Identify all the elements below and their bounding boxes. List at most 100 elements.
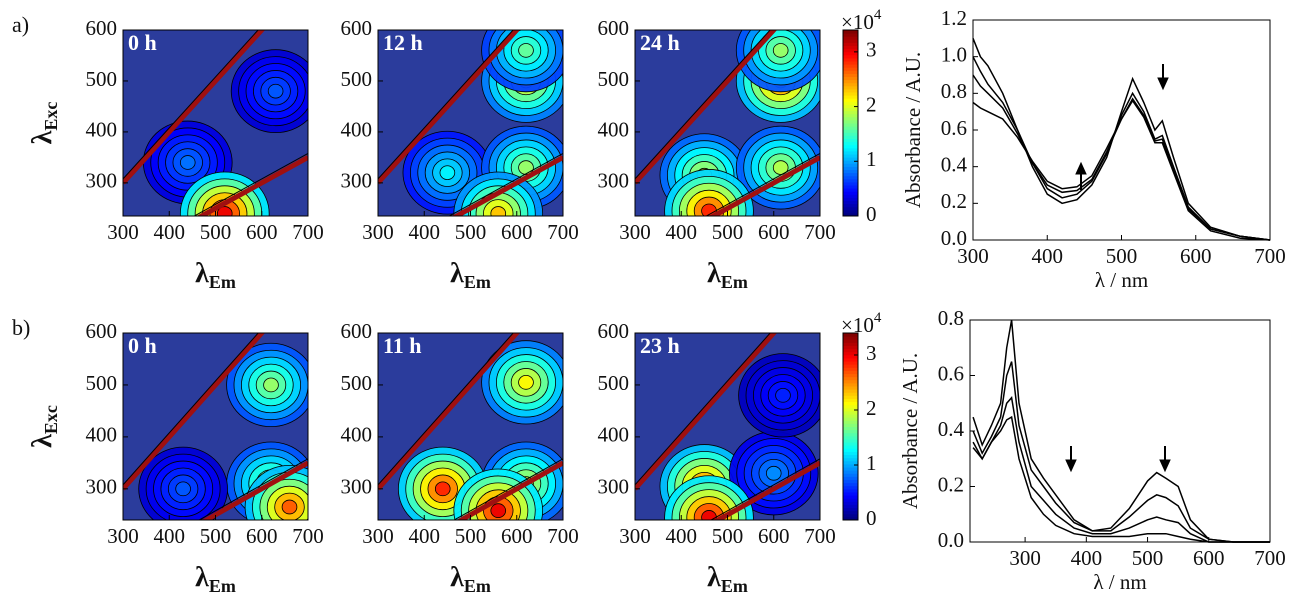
spectrum-line xyxy=(972,38,1271,241)
colorbar-step xyxy=(843,404,858,409)
x-axis-label: λ / nm xyxy=(1093,570,1146,594)
panel-time: 0 h xyxy=(128,30,157,55)
x-tick-label: 600 xyxy=(1193,546,1225,570)
x-tick-label: 400 xyxy=(1032,244,1064,268)
colorbar-step xyxy=(843,70,858,74)
y-tick-label: 600 xyxy=(86,16,118,40)
colorbar-step xyxy=(843,429,858,434)
colorbar-step xyxy=(843,498,858,502)
colorbar-step xyxy=(843,501,858,505)
y-tick-label: 500 xyxy=(86,371,118,395)
colorbar-step xyxy=(843,157,858,161)
x-tick-label: 500 xyxy=(712,220,744,244)
x-tick-label: 300 xyxy=(1009,546,1041,570)
colorbar-step xyxy=(843,401,858,406)
colorbar-step xyxy=(843,197,858,201)
spectrum-line xyxy=(972,56,1271,241)
colorbar-step xyxy=(843,36,858,40)
scatter-line xyxy=(378,30,521,185)
colorbar-step xyxy=(843,135,858,139)
scatter-line xyxy=(635,333,771,486)
colorbar-step xyxy=(843,126,858,130)
colorbar-step xyxy=(843,495,858,499)
panel-label: b) xyxy=(12,315,30,340)
scatter-line xyxy=(123,30,259,180)
scatter-line xyxy=(451,155,563,216)
contour-level xyxy=(701,510,717,520)
colorbar-step xyxy=(843,64,858,68)
x-tick-label: 700 xyxy=(1254,546,1286,570)
colorbar-step xyxy=(843,479,858,484)
x-axis-label: λEm xyxy=(450,258,491,292)
colorbar-step xyxy=(843,33,858,37)
colorbar-step xyxy=(843,454,858,459)
colorbar-step xyxy=(843,426,858,431)
x-tick-label: 700 xyxy=(547,220,579,244)
colorbar-tick-label: 0 xyxy=(866,506,877,530)
colorbar-step xyxy=(843,113,858,118)
colorbar-step xyxy=(843,392,858,396)
contour-level xyxy=(439,165,456,180)
x-tick-label: 600 xyxy=(1180,244,1212,268)
colorbar-step xyxy=(843,342,858,346)
colorbar-step xyxy=(843,467,858,471)
x-tick-label: 400 xyxy=(666,524,698,548)
y-tick-label: 0.8 xyxy=(938,306,964,330)
scatter-line xyxy=(198,458,308,520)
colorbar-step xyxy=(843,513,858,518)
y-tick-label: 0.4 xyxy=(941,152,968,176)
scatter-line xyxy=(123,30,266,185)
scatter-line xyxy=(705,152,820,216)
x-tick-label: 500 xyxy=(455,220,487,244)
colorbar-step xyxy=(843,154,858,158)
contour-level xyxy=(281,499,298,515)
colorbar-step xyxy=(843,107,858,112)
contour-plot xyxy=(123,30,308,216)
y-tick-label: 400 xyxy=(598,118,630,142)
y-tick-label: 0.2 xyxy=(938,472,964,496)
colorbar-step xyxy=(843,160,858,164)
colorbar-step xyxy=(843,191,858,195)
colorbar-step xyxy=(843,194,858,198)
y-tick-label: 0.2 xyxy=(941,189,967,213)
y-axis-label: Absorbance / A.U. xyxy=(901,52,925,208)
x-tick-label: 300 xyxy=(107,220,139,244)
y-tick-label: 1.2 xyxy=(941,6,967,30)
colorbar-step xyxy=(843,395,858,399)
colorbar-step xyxy=(843,361,858,365)
x-axis-label: λEm xyxy=(450,562,491,596)
scatter-line xyxy=(123,333,266,491)
x-axis-label: λEm xyxy=(195,258,236,292)
y-tick-label: 0.4 xyxy=(938,417,965,441)
scatter-line xyxy=(193,152,308,216)
panel-time: 0 h xyxy=(128,333,157,358)
colorbar-step xyxy=(843,414,858,418)
panel-time: 11 h xyxy=(383,333,422,358)
colorbar-step xyxy=(843,92,858,96)
x-tick-label: 400 xyxy=(1071,546,1103,570)
x-tick-label: 500 xyxy=(712,524,744,548)
colorbar-step xyxy=(843,144,858,149)
colorbar-step xyxy=(843,457,858,462)
spectrum-line xyxy=(972,361,1270,543)
x-tick-label: 700 xyxy=(292,524,324,548)
colorbar-multiplier: ×104 xyxy=(841,310,882,336)
colorbar-step xyxy=(843,141,858,146)
colorbar-step xyxy=(843,178,858,183)
colorbar-step xyxy=(843,129,858,133)
colorbar-step xyxy=(843,482,858,487)
x-axis-label: λEm xyxy=(707,562,748,596)
colorbar-tick-label: 2 xyxy=(866,92,877,116)
colorbar-step xyxy=(843,30,858,34)
colorbar-tick-label: 0 xyxy=(866,202,877,226)
contour-level xyxy=(765,465,782,481)
colorbar-step xyxy=(843,98,858,102)
colorbar-step xyxy=(843,410,858,415)
x-tick-label: 600 xyxy=(246,524,278,548)
x-tick-label: 600 xyxy=(758,220,790,244)
y-tick-label: 300 xyxy=(598,475,630,499)
colorbar-step xyxy=(843,169,858,174)
colorbar-tick-label: 3 xyxy=(866,38,877,62)
colorbar-step xyxy=(843,379,858,384)
colorbar-step xyxy=(843,354,858,359)
